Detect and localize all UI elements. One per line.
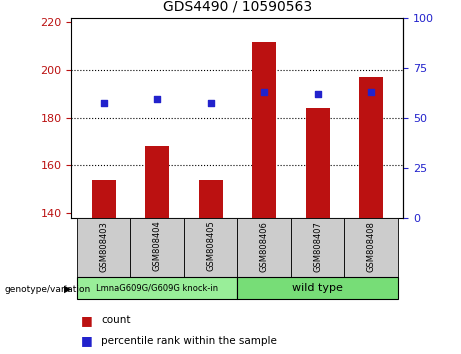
Text: GSM808408: GSM808408 (367, 221, 376, 272)
Text: ■: ■ (81, 334, 92, 347)
Text: wild type: wild type (292, 283, 343, 293)
Text: GSM808406: GSM808406 (260, 221, 269, 272)
Bar (359, 77, 383, 218)
Title: GDS4490 / 10590563: GDS4490 / 10590563 (163, 0, 312, 14)
Bar (237, 218, 291, 278)
Text: GSM808407: GSM808407 (313, 221, 322, 272)
Bar (344, 218, 398, 278)
Text: count: count (101, 315, 131, 325)
Text: percentile rank within the sample: percentile rank within the sample (101, 336, 278, 346)
Bar (77, 218, 130, 278)
Point (207, 101, 214, 106)
Text: LmnaG609G/G609G knock-in: LmnaG609G/G609G knock-in (96, 284, 218, 293)
Bar (184, 218, 237, 278)
Bar (77, 277, 237, 299)
Text: GSM808403: GSM808403 (99, 221, 108, 272)
Bar (252, 41, 276, 218)
Text: ■: ■ (81, 314, 92, 327)
Point (367, 89, 375, 95)
Bar (237, 277, 398, 299)
Text: GSM808404: GSM808404 (153, 221, 162, 272)
Bar (92, 179, 116, 218)
Bar (130, 218, 184, 278)
Point (314, 91, 321, 97)
Bar (199, 179, 223, 218)
Bar (306, 108, 330, 218)
Bar (145, 146, 169, 218)
Text: GSM808405: GSM808405 (206, 221, 215, 272)
Point (100, 101, 107, 106)
Bar (291, 218, 344, 278)
Point (154, 96, 161, 102)
Text: ▶: ▶ (64, 284, 71, 294)
Point (260, 89, 268, 95)
Text: genotype/variation: genotype/variation (5, 285, 91, 294)
